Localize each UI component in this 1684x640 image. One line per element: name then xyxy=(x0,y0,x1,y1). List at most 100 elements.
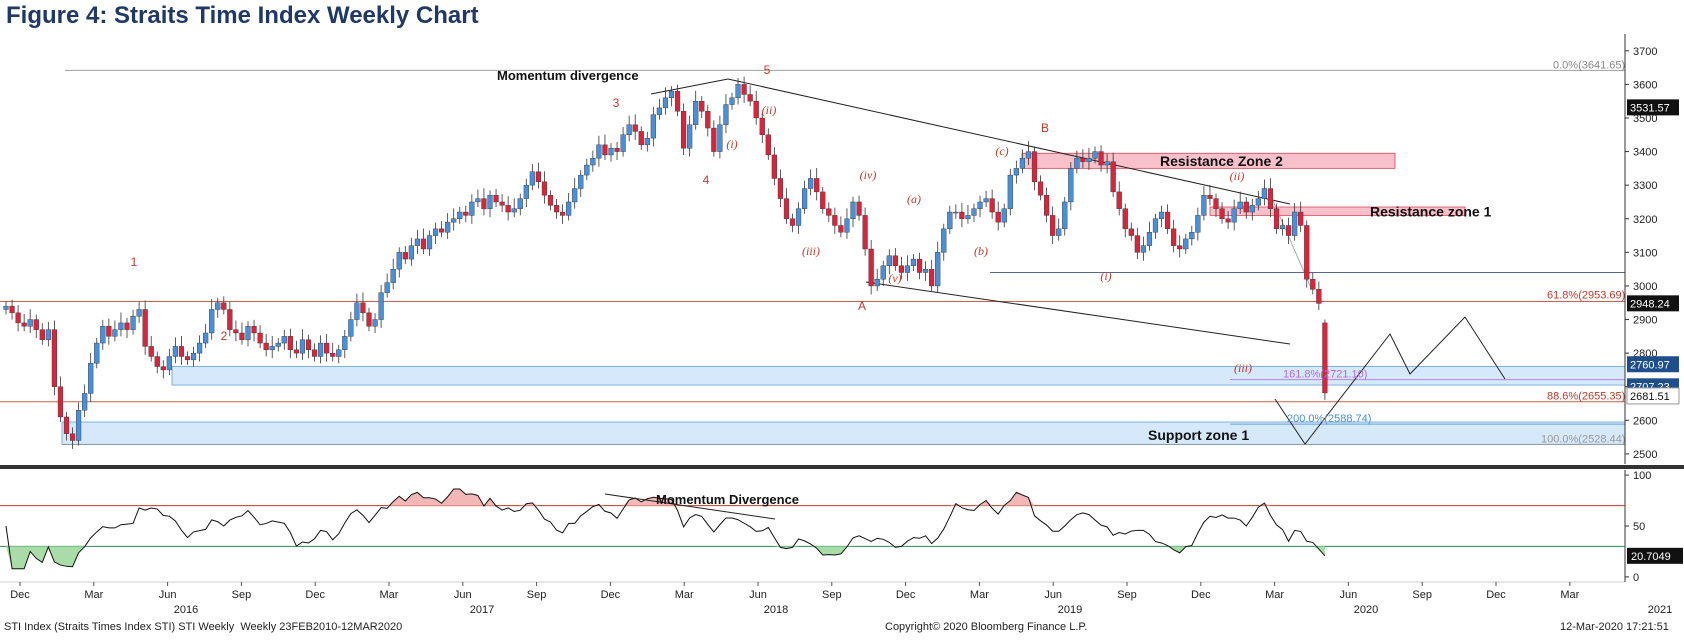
candle-body xyxy=(493,195,499,203)
rsi-line xyxy=(5,488,1326,570)
candle-body xyxy=(941,228,947,253)
candle-body xyxy=(166,356,172,371)
x-year-label-5: 2021 xyxy=(1648,604,1672,616)
trendlines-layer xyxy=(650,78,1506,445)
candle-body xyxy=(15,312,21,324)
x-month-label-2: Jun xyxy=(159,589,177,601)
zone-label-3: Support zone 1 xyxy=(1148,427,1249,443)
x-month-label-14: Jun xyxy=(1044,589,1062,601)
zone-rect-3 xyxy=(61,421,1625,445)
wave-label-11: (a) xyxy=(907,192,921,206)
x-month-label-17: Mar xyxy=(1265,589,1284,601)
candle-body xyxy=(281,336,287,344)
price-tags-layer: 20.70493531.572948.242760.972707.232681.… xyxy=(1626,99,1683,564)
main-y-tick-label-5: 3000 xyxy=(1633,281,1657,293)
candle-body xyxy=(965,215,971,219)
candle-body xyxy=(711,127,717,152)
candle-body xyxy=(668,90,675,99)
candle-body xyxy=(136,309,142,317)
rsi-y-tick-label-1: 50 xyxy=(1633,521,1645,533)
candle-body xyxy=(511,208,517,213)
candle-body xyxy=(553,205,560,213)
x-month-label-13: Mar xyxy=(970,589,989,601)
main-y-tick-label-8: 3300 xyxy=(1633,180,1657,192)
candle-body xyxy=(886,255,892,266)
price-tag-4 xyxy=(1626,387,1680,405)
candle-body xyxy=(499,201,505,206)
candle-body xyxy=(142,309,148,347)
candle-body xyxy=(1025,151,1032,159)
candle-body xyxy=(209,309,215,334)
candle-body xyxy=(420,238,427,250)
candle-body xyxy=(856,201,862,216)
candle-body xyxy=(1298,211,1304,226)
wave-label-15: (i) xyxy=(1100,269,1111,283)
candle-body xyxy=(196,342,203,354)
candle-body xyxy=(850,201,856,219)
wave-label-4: 5 xyxy=(764,63,771,77)
candle-body xyxy=(535,171,542,183)
wave-label-3: 4 xyxy=(703,173,710,187)
fib-label-2: 161.8%(2721.10) xyxy=(1283,369,1367,381)
candle-body xyxy=(1285,225,1292,236)
x-year-label-2: 2018 xyxy=(764,604,788,616)
candle-body xyxy=(547,195,554,206)
candle-body xyxy=(880,265,886,280)
candle-body xyxy=(1086,158,1092,162)
candle-body xyxy=(1050,215,1056,236)
candle-body xyxy=(1304,225,1310,280)
trendline-4 xyxy=(1274,316,1506,445)
candle-body xyxy=(481,198,487,209)
candle-body xyxy=(808,178,814,189)
rsi-oversold-fill xyxy=(6,546,1325,569)
candle-body xyxy=(602,144,608,156)
rsi-divergence-line xyxy=(604,493,776,520)
candle-body xyxy=(1219,208,1225,219)
candle-body xyxy=(251,326,257,334)
candle-body xyxy=(1031,151,1038,183)
x-month-label-11: Sep xyxy=(822,589,842,601)
candle-body xyxy=(203,332,209,344)
trendline-0 xyxy=(650,78,729,95)
candle-body xyxy=(989,198,995,213)
pane-divider xyxy=(0,465,1684,469)
candle-body xyxy=(717,124,723,152)
candle-body xyxy=(523,184,529,199)
x-month-label-15: Sep xyxy=(1117,589,1137,601)
wave-label-13: (c) xyxy=(995,144,1008,158)
x-month-label-9: Mar xyxy=(675,589,694,601)
wave-label-9: (v) xyxy=(888,271,901,285)
candle-body xyxy=(795,208,802,226)
main-y-tick-label-11: 3600 xyxy=(1633,79,1657,91)
candle-body xyxy=(566,201,572,216)
labels-layer: Resistance Zone 2 Resistance zone 1 Suppor… xyxy=(131,59,1626,445)
candle-body xyxy=(33,319,39,330)
candle-body xyxy=(735,84,741,99)
zone-label-0: Resistance Zone 2 xyxy=(1160,153,1283,169)
candle-body xyxy=(445,221,451,233)
candle-body xyxy=(1110,161,1116,193)
x-year-label-4: 2020 xyxy=(1354,604,1378,616)
candle-body xyxy=(3,305,9,310)
fib-label-3: 88.6%(2655.35) xyxy=(1547,391,1625,403)
candle-body xyxy=(221,302,227,310)
wave-label-6: (ii) xyxy=(762,103,777,117)
x-month-label-6: Jun xyxy=(454,589,472,601)
candle-body xyxy=(783,198,790,219)
candle-body xyxy=(578,174,584,189)
candle-body xyxy=(311,349,318,357)
candle-body xyxy=(348,319,354,337)
candle-body xyxy=(868,248,874,287)
candle-body xyxy=(650,114,656,139)
zones-layer xyxy=(61,152,1625,445)
candle-body xyxy=(457,211,463,219)
candle-body xyxy=(862,215,868,250)
candle-body xyxy=(977,201,983,209)
price-tag-label-2: 2760.97 xyxy=(1630,359,1670,371)
candle-body xyxy=(372,319,378,327)
candle-body xyxy=(245,326,251,340)
x-month-label-4: Dec xyxy=(305,589,325,601)
candle-body xyxy=(1249,205,1255,213)
rsi-last-value-tag xyxy=(1627,547,1683,564)
candle-body xyxy=(1140,245,1147,253)
